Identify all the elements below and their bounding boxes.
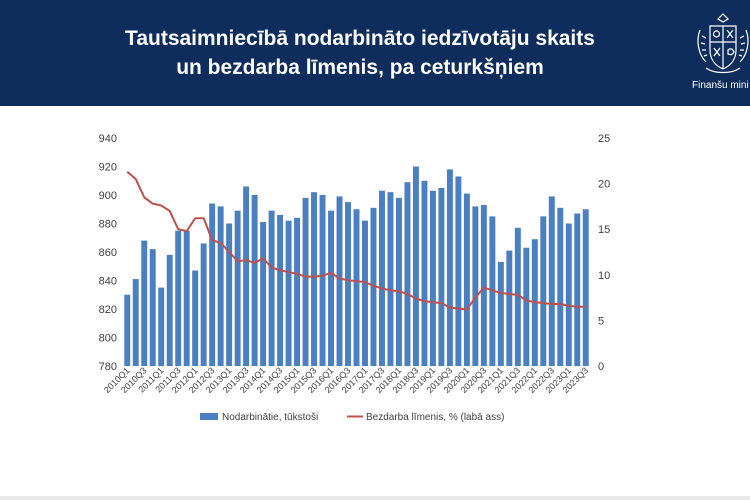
coat-of-arms-icon — [697, 13, 749, 74]
left-tick-label: 860 — [99, 247, 117, 259]
chart: 780 800 820 840 860 880 900 920 940 0 5 10 15 20 25 2… — [99, 133, 611, 423]
footer-rule — [0, 496, 750, 500]
right-tick-label: 10 — [598, 270, 610, 282]
line-series — [126, 170, 586, 311]
right-tick-label: 25 — [598, 133, 610, 145]
left-axis-ticks: 780 800 820 840 860 880 900 920 940 — [99, 133, 117, 373]
left-tick-label: 880 — [99, 219, 117, 231]
legend-label-unemployment: Bezdarba līmenis, % (labā ass) — [366, 412, 504, 423]
bar-2019Q2 — [438, 187, 445, 367]
left-tick-label: 780 — [99, 361, 117, 373]
bar-2014Q1 — [260, 222, 267, 366]
bar-2012Q1 — [192, 270, 199, 366]
bar-2013Q2 — [234, 210, 241, 366]
bar-2015Q1 — [294, 217, 301, 366]
bar-2012Q3 — [209, 203, 216, 366]
bar-2018Q1 — [395, 197, 402, 366]
bar-2015Q4 — [319, 195, 326, 366]
bar-2023Q1 — [565, 223, 572, 366]
x-axis-ticks: 2010Q12010Q32011Q12011Q32012Q12012Q32013… — [102, 365, 590, 395]
bar-2015Q3 — [311, 192, 318, 366]
right-tick-label: 20 — [598, 179, 610, 191]
bar-2016Q2 — [336, 196, 343, 366]
left-tick-label: 820 — [99, 304, 117, 316]
bar-2010Q2 — [132, 279, 139, 366]
bar-2020Q1 — [463, 193, 470, 366]
bar-2012Q2 — [200, 243, 207, 366]
bar-2023Q2 — [574, 213, 581, 366]
bar-2011Q1 — [158, 287, 165, 367]
bar-2019Q1 — [429, 190, 436, 366]
bar-2014Q4 — [285, 220, 292, 366]
bar-2010Q3 — [141, 240, 148, 366]
bar-2018Q4 — [421, 180, 428, 366]
bar-2022Q2 — [540, 216, 547, 367]
bar-2023Q3 — [582, 209, 589, 366]
legend-swatch-employed — [200, 413, 218, 420]
bar-2021Q2 — [506, 250, 513, 366]
bar-2013Q3 — [243, 186, 250, 366]
bar-2011Q2 — [166, 254, 173, 366]
left-tick-label: 840 — [99, 276, 117, 288]
bar-2021Q3 — [514, 227, 521, 366]
left-tick-label: 900 — [99, 190, 117, 202]
bar-2017Q4 — [387, 192, 394, 366]
bar-2019Q3 — [446, 169, 453, 366]
right-axis-ticks: 0 5 10 15 20 25 — [598, 133, 610, 373]
left-tick-label: 800 — [99, 333, 117, 345]
bar-2015Q2 — [302, 197, 309, 366]
ministry-name: Finanšu mini — [692, 80, 749, 91]
bar-2018Q2 — [404, 182, 411, 366]
bar-2018Q3 — [412, 166, 419, 366]
left-tick-label: 940 — [99, 133, 117, 145]
bar-2011Q3 — [175, 230, 182, 367]
title-line-2: un bezdarba līmenis, pa ceturkšņiem — [176, 56, 544, 79]
bar-2021Q1 — [497, 261, 504, 366]
bar-2016Q1 — [328, 210, 334, 366]
title-line-1: Tautsaimniecībā nodarbināto iedzīvotāju … — [125, 27, 595, 50]
bar-2013Q1 — [226, 223, 233, 366]
right-tick-label: 15 — [598, 224, 610, 236]
bar-series — [124, 166, 589, 367]
bar-2016Q4 — [353, 209, 360, 366]
bar-2020Q3 — [480, 204, 487, 366]
header-banner: Tautsaimniecībā nodarbināto iedzīvotāju … — [0, 0, 750, 106]
legend-label-employed: Nodarbinātie, tūkstoši — [222, 412, 318, 423]
bar-2010Q1 — [124, 294, 131, 366]
bar-2017Q2 — [370, 207, 377, 366]
bar-2022Q3 — [548, 196, 555, 366]
bar-2016Q3 — [345, 202, 351, 367]
bar-2020Q2 — [472, 206, 479, 366]
bar-2019Q4 — [455, 176, 462, 366]
right-tick-label: 5 — [598, 315, 604, 327]
right-tick-label: 0 — [598, 361, 604, 373]
bar-2021Q4 — [523, 247, 530, 366]
unemployment-line — [126, 170, 586, 311]
bar-2014Q3 — [277, 214, 284, 366]
bar-2017Q1 — [362, 220, 368, 366]
bar-2012Q4 — [217, 206, 224, 366]
bar-2017Q3 — [379, 190, 385, 366]
page-title: Tautsaimniecībā nodarbināto iedzīvotāju … — [40, 24, 680, 82]
bar-2014Q2 — [268, 210, 275, 366]
legend: Nodarbinātie, tūkstoši Bezdarba līmenis, … — [200, 412, 504, 423]
bar-2022Q4 — [557, 207, 564, 366]
left-tick-label: 920 — [99, 162, 117, 174]
bar-2011Q4 — [183, 230, 190, 367]
bar-2013Q4 — [251, 195, 258, 366]
bar-2010Q4 — [149, 249, 156, 366]
